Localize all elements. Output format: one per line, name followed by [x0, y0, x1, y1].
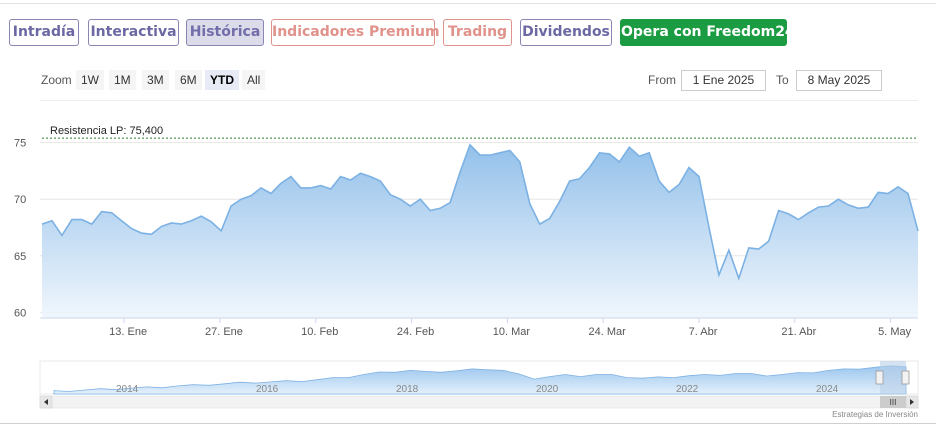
zoom-6m-button[interactable]: 6M — [175, 70, 202, 90]
zoom-ytd-button[interactable]: YTD — [205, 70, 239, 90]
navigator-year-label: 2014 — [116, 384, 139, 395]
navigator-year-label: 2022 — [676, 384, 699, 395]
x-tick-label: 7. Abr — [689, 326, 718, 338]
range-from-input[interactable]: 1 Ene 2025 — [681, 70, 766, 91]
zoom-all-button[interactable]: All — [242, 70, 266, 90]
toolbar-divider — [40, 100, 918, 101]
x-tick-label: 24. Mar — [589, 326, 627, 338]
x-tick-label: 5. May — [878, 326, 912, 338]
x-tick-label: 24. Feb — [397, 326, 434, 338]
navigator-year-label: 2018 — [396, 384, 419, 395]
chevron-left-icon — [44, 399, 48, 405]
tab-trading[interactable]: Trading — [443, 19, 512, 46]
y-tick-label: 70 — [14, 194, 26, 206]
tab-dividendos[interactable]: Dividendos — [520, 19, 612, 46]
opera-freedom24-button[interactable]: Opera con Freedom24 — [620, 19, 795, 46]
credit-text: Estrategias de Inversión — [832, 410, 918, 419]
zoom-label: Zoom — [41, 73, 72, 87]
navigator[interactable]: 2014 2016 2018 2020 2022 2024 — [39, 360, 919, 395]
range-from-label: From — [648, 73, 676, 87]
scrollbar-thumb[interactable] — [880, 396, 906, 408]
navigator-right-handle[interactable] — [901, 370, 910, 385]
x-tick-label: 21. Abr — [781, 326, 816, 338]
x-tick-label: 27. Ene — [205, 326, 243, 338]
x-axis-labels: 13. Ene 27. Ene 10. Feb 24. Feb 10. Mar 24. M… — [109, 318, 912, 338]
y-axis-labels: 60 65 70 75 — [14, 138, 26, 320]
navigator-year-label: 2024 — [816, 384, 839, 395]
price-line — [41, 143, 919, 281]
zoom-3m-button[interactable]: 3M — [142, 70, 169, 90]
y-tick-label: 75 — [14, 138, 26, 150]
navigator-area — [53, 365, 907, 395]
navigator-year-label: 2020 — [536, 384, 559, 395]
zoom-1m-button[interactable]: 1M — [109, 70, 136, 90]
bottom-divider — [0, 423, 936, 424]
y-tick-label: 60 — [14, 307, 26, 319]
navigator-left-handle[interactable] — [875, 370, 884, 385]
x-tick-label: 10. Mar — [493, 326, 531, 338]
top-divider — [0, 3, 936, 4]
range-to-input[interactable]: 8 May 2025 — [796, 70, 882, 91]
price-area — [42, 144, 918, 318]
zoom-1w-button[interactable]: 1W — [76, 70, 104, 90]
navigator-year-labels: 2014 2016 2018 2020 2022 2024 — [116, 384, 839, 395]
tab-interactiva[interactable]: Interactiva — [88, 19, 179, 46]
scrollbar[interactable]: III — [39, 395, 919, 409]
y-tick-label: 65 — [14, 251, 26, 263]
x-tick-label: 10. Feb — [301, 326, 338, 338]
range-to-label: To — [776, 73, 789, 87]
resistance-label: Resistencia LP: 75,400 — [50, 125, 163, 137]
tab-intradia[interactable]: Intradía — [9, 19, 79, 46]
scrollbar-grip-icon: III — [890, 398, 897, 407]
tab-historica[interactable]: Histórica — [186, 19, 264, 46]
chevron-right-icon — [910, 399, 914, 405]
tab-indicadores-premium[interactable]: Indicadores Premium — [271, 19, 440, 46]
x-tick-label: 13. Ene — [109, 326, 147, 338]
navigator-year-label: 2016 — [256, 384, 279, 395]
